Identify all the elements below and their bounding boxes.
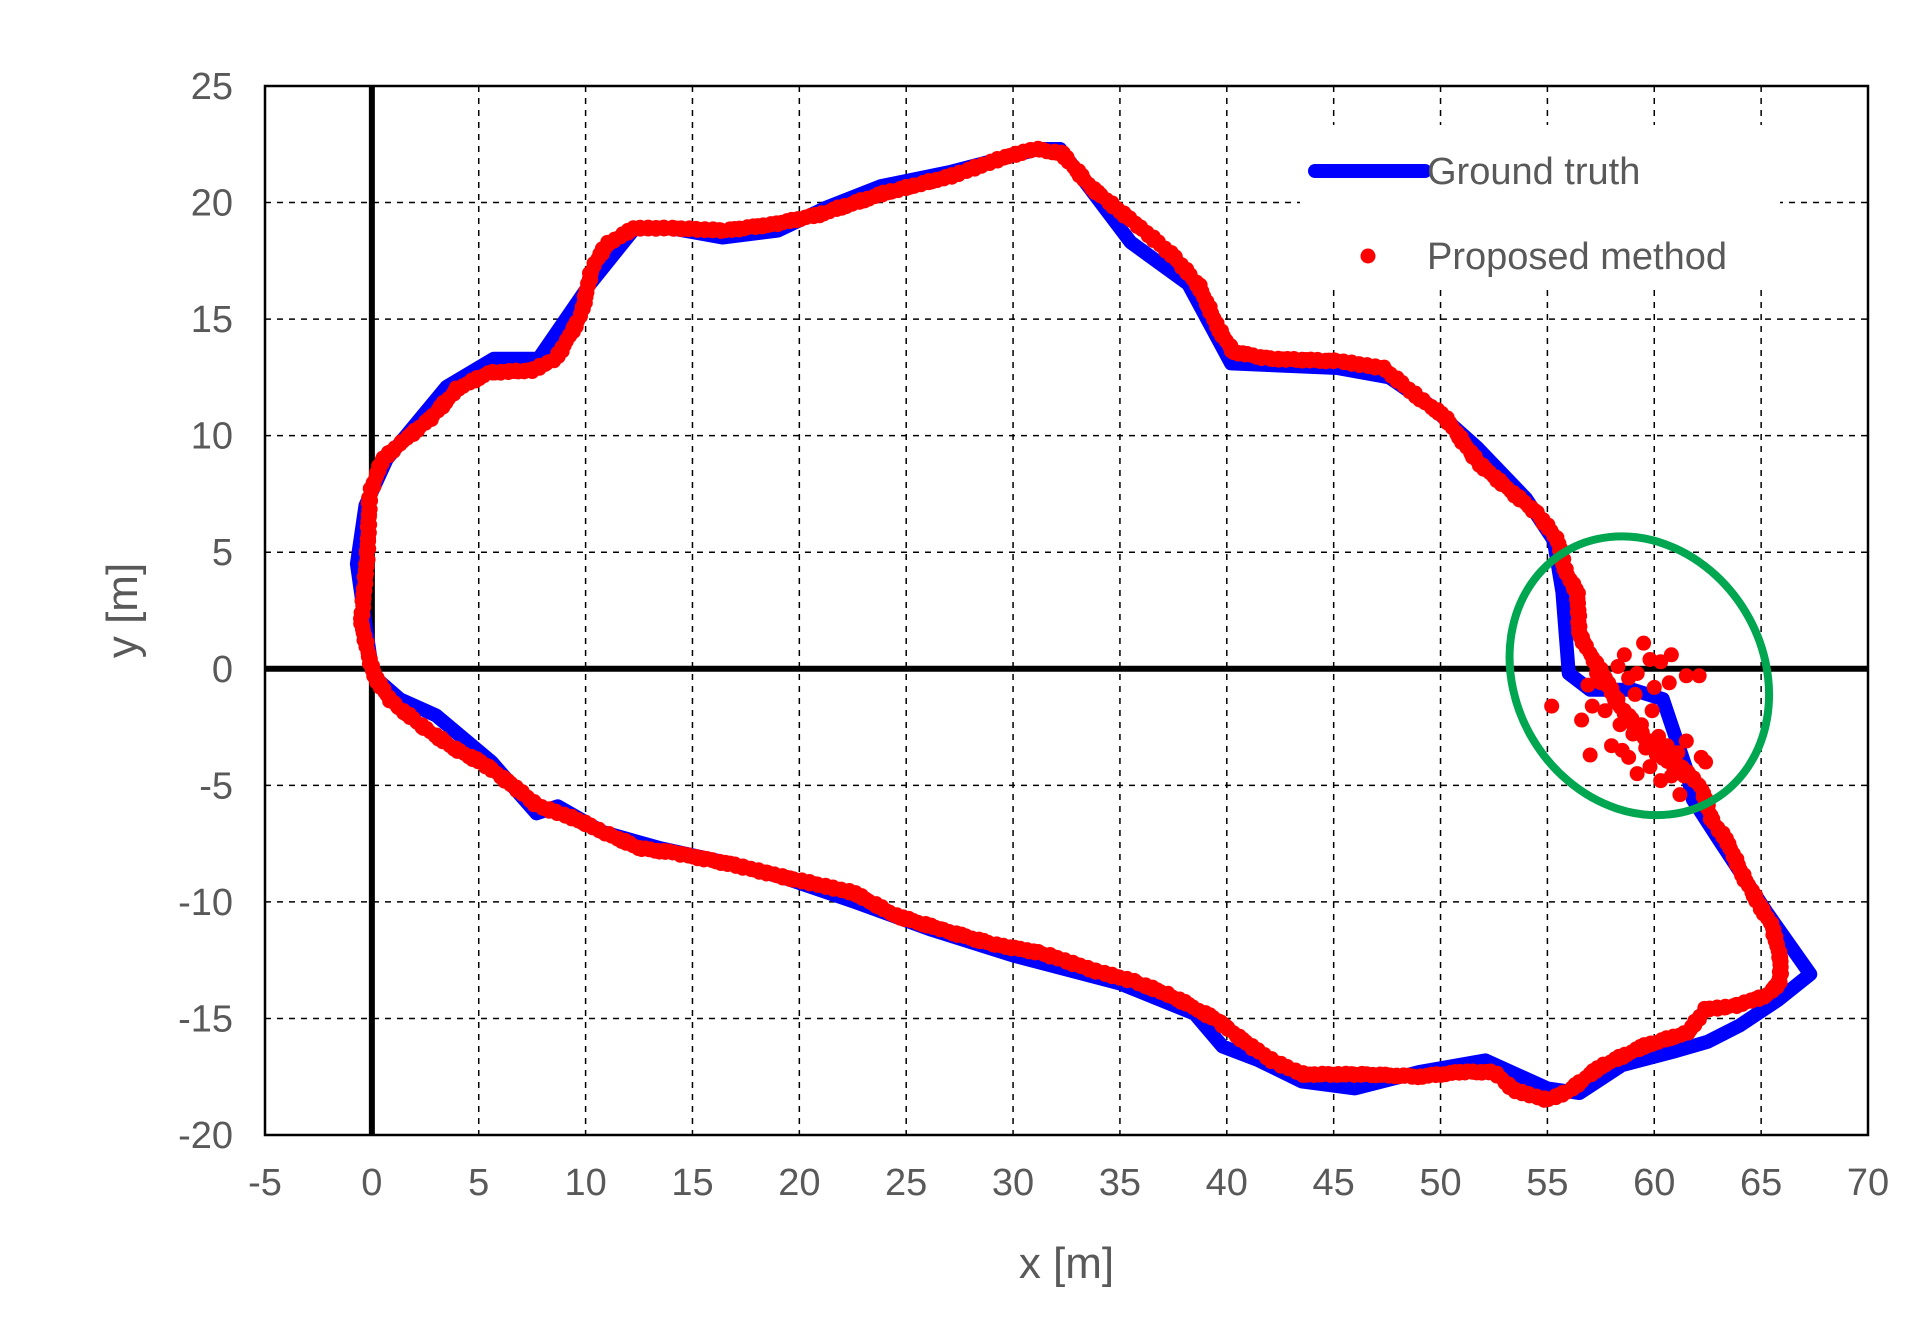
data-point [1676,768,1692,784]
data-point [1610,691,1626,707]
x-tick-label: 15 [671,1162,713,1204]
y-tick-label: -15 [178,998,233,1040]
data-point [1597,703,1613,719]
legend-swatch-proposed-method [1360,248,1376,264]
x-axis-title: x [m] [1019,1239,1114,1288]
x-tick-label: 30 [992,1162,1034,1204]
data-point [1653,654,1669,670]
data-point [1629,665,1645,681]
data-point [1610,658,1626,674]
highlight-ellipse [1505,532,1774,820]
x-tick-label: 10 [564,1162,606,1204]
data-point [1663,647,1679,663]
data-point [1644,703,1660,719]
x-tick-label: 60 [1633,1162,1675,1204]
plot-area-border [263,84,1870,1137]
data-point [1584,698,1600,714]
data-point [1582,747,1598,763]
y-axis-title: y [m] [98,563,147,658]
data-point [1593,675,1609,691]
x-tick-label: 40 [1206,1162,1248,1204]
data-point [1661,675,1677,691]
x-tick-label: 5 [468,1162,489,1204]
y-tick-label: -20 [178,1115,233,1157]
data-point [1629,766,1645,782]
legend-label-proposed-method: Proposed method [1427,236,1727,278]
data-point [367,664,382,679]
x-tick-label: 25 [885,1162,927,1204]
data-point [1646,679,1662,695]
x-tick-label: 45 [1313,1162,1355,1204]
y-tick-label: 0 [212,649,233,691]
legend-background [1300,125,1780,290]
data-point [1621,749,1637,765]
data-point [1691,668,1707,684]
x-tick-label: 0 [361,1162,382,1204]
y-tick-label: 25 [191,66,233,108]
legend: Ground truth Proposed method [1300,125,1780,290]
series-layer [349,140,1818,1108]
data-point [1659,738,1675,754]
data-point [1544,698,1560,714]
data-point [1678,668,1694,684]
x-tick-label: 70 [1847,1162,1889,1204]
x-tick-label: 55 [1526,1162,1568,1204]
data-point [1633,717,1649,733]
data-point [1621,710,1637,726]
data-point [1642,759,1658,775]
data-point [1627,686,1643,702]
tick-labels: -5 0 5 10 15 20 25 30 35 40 45 50 55 60 65 70-20-15-10-… [178,66,1889,1204]
data-point [1670,745,1686,761]
y-tick-label: 10 [191,416,233,458]
y-tick-label: 20 [191,183,233,225]
data-point [1672,787,1688,803]
data-point [1678,733,1694,749]
x-tick-label: 20 [778,1162,820,1204]
data-point [1698,754,1714,770]
data-point [1638,740,1654,756]
x-tick-label: -5 [248,1162,282,1204]
data-point [1663,768,1679,784]
x-tick-label: 65 [1740,1162,1782,1204]
y-tick-label: 5 [212,532,233,574]
x-tick-label: 50 [1419,1162,1461,1204]
grid [265,86,1868,1135]
series-proposed-method [353,140,1789,1108]
data-point [1580,677,1596,693]
y-tick-label: -5 [199,765,233,807]
annotation-layer [1505,532,1774,820]
data-point [1648,747,1664,763]
y-tick-label: 15 [191,299,233,341]
x-tick-label: 35 [1099,1162,1141,1204]
data-point [1616,647,1632,663]
legend-label-ground-truth: Ground truth [1427,151,1640,193]
data-point [1574,712,1590,728]
y-tick-label: -10 [178,882,233,924]
data-point [1636,635,1652,651]
